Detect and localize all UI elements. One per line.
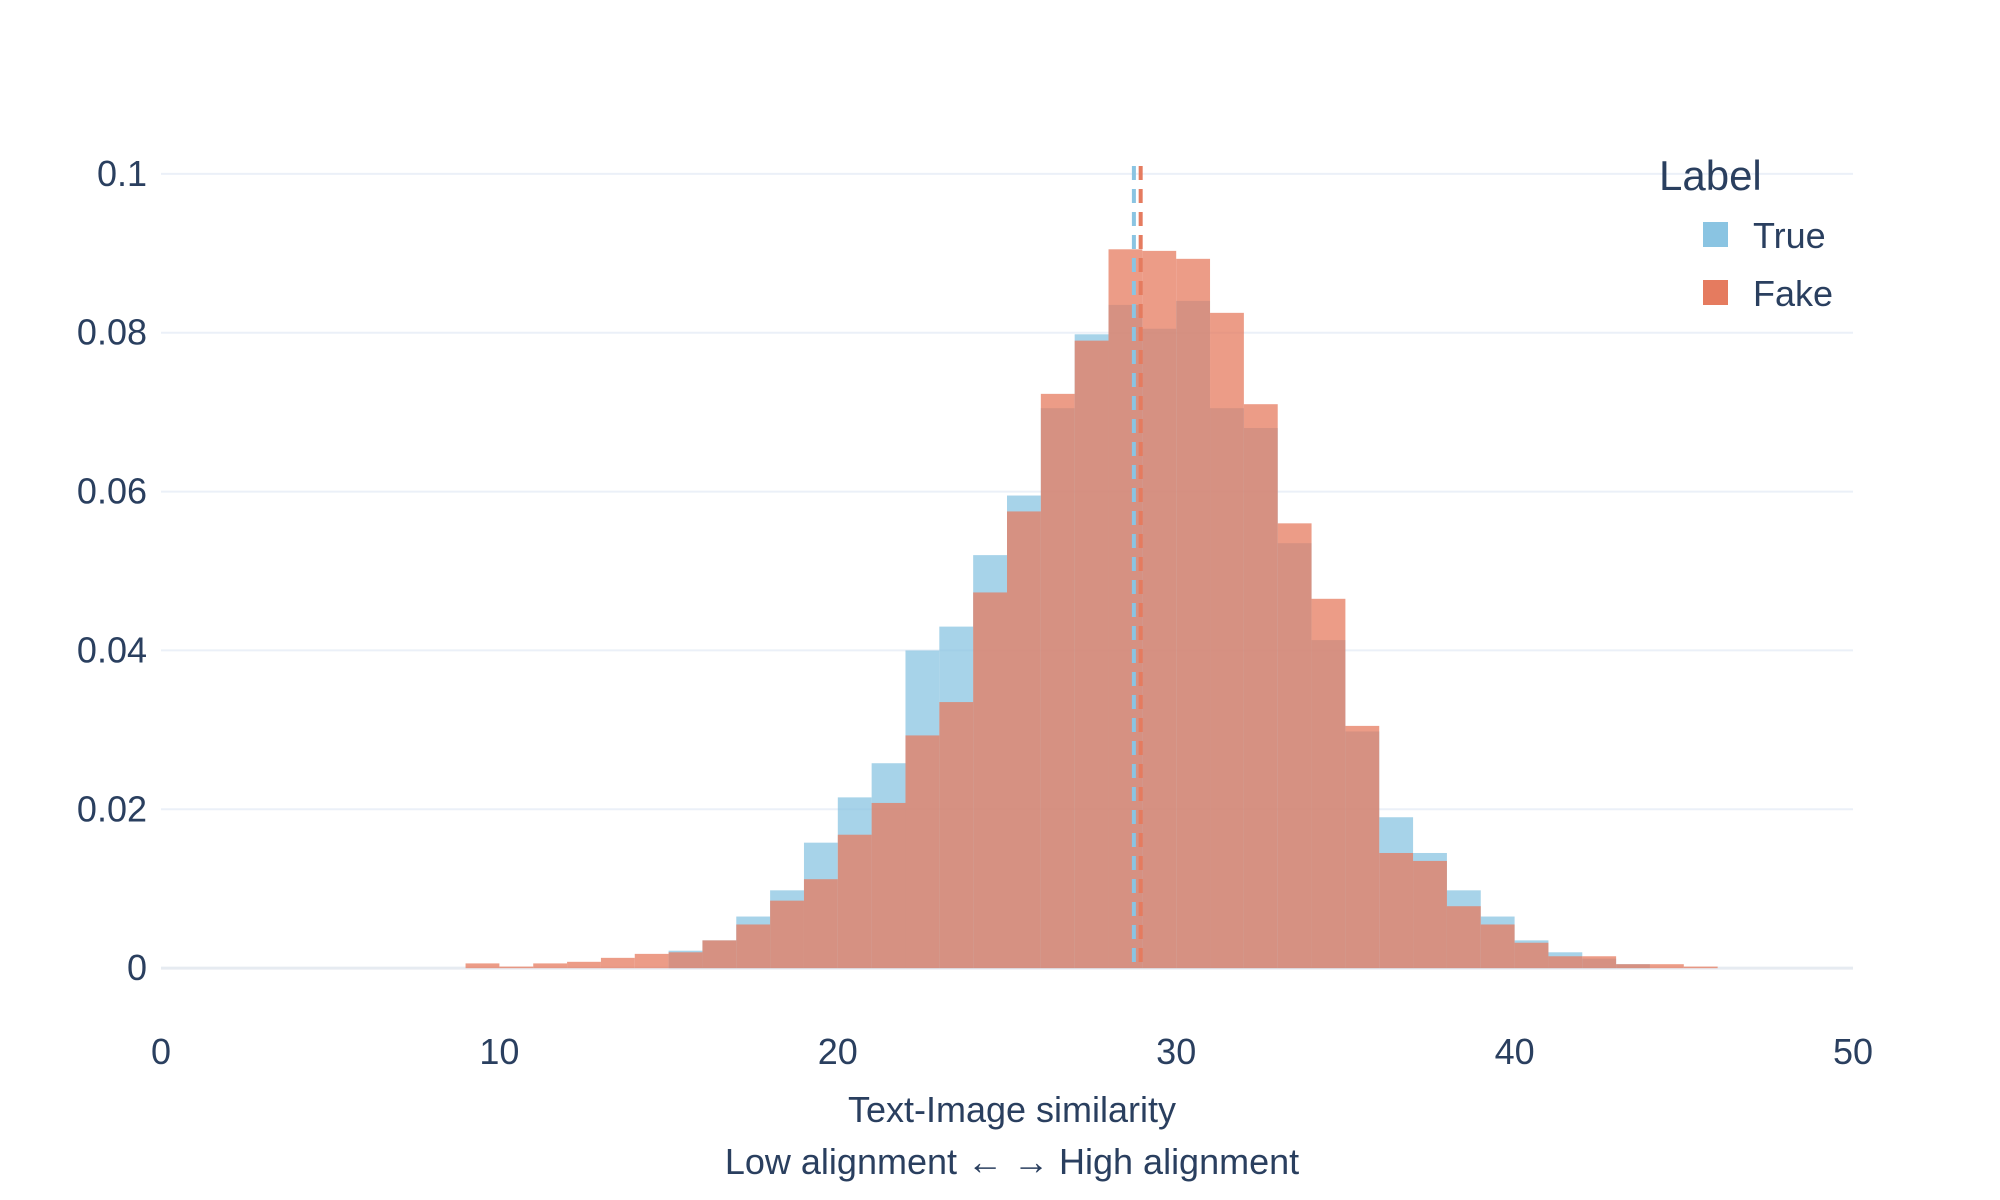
legend: Label True Fake: [1659, 152, 1833, 314]
y-tick-label: 0.1: [97, 153, 147, 194]
axis-layer: 0 0.02 0.04 0.06 0.08 0.1 0 10 20 30 40 50: [77, 153, 1873, 1072]
histogram-bar-fake: [736, 924, 771, 969]
histogram-bar-fake: [1683, 966, 1718, 969]
histogram-bar-fake: [1413, 860, 1447, 969]
x-tick-label: 20: [818, 1031, 858, 1072]
series-fake: [465, 249, 1718, 969]
histogram-bar-fake: [871, 802, 906, 969]
legend-swatch-fake[interactable]: [1703, 280, 1728, 305]
histogram-bar-fake: [465, 963, 500, 969]
histogram-bar-fake: [1176, 258, 1211, 969]
x-axis-subtitle: Low alignment ← → High alignment: [725, 1141, 1299, 1182]
y-tick-label: 0: [127, 947, 147, 988]
x-tick-label: 30: [1156, 1031, 1196, 1072]
histogram-bar-fake: [1040, 393, 1075, 969]
histogram-bar-fake: [1142, 250, 1177, 969]
mean-lines-layer: [1131, 166, 1143, 969]
x-tick-label: 0: [151, 1031, 171, 1072]
legend-items: True Fake: [1703, 215, 1833, 314]
y-tick-label: 0.04: [77, 629, 147, 670]
histogram-bar-fake: [1616, 964, 1650, 969]
y-tick-label: 0.02: [77, 788, 147, 829]
y-tick-label: 0.08: [77, 312, 147, 353]
histogram-bar-fake: [770, 900, 804, 969]
histogram-bar-fake: [1446, 906, 1481, 969]
y-tick-label: 0.06: [77, 471, 147, 512]
histogram-bar-fake: [668, 952, 703, 969]
x-tick-label: 40: [1495, 1031, 1535, 1072]
x-axis-title: Text-Image similarity: [848, 1089, 1176, 1130]
legend-swatch-true[interactable]: [1703, 222, 1728, 247]
histogram-bar-fake: [567, 961, 601, 969]
histogram-bar-fake: [1379, 852, 1414, 969]
histogram-bar-fake: [1480, 924, 1515, 969]
x-tick-label: 10: [479, 1031, 519, 1072]
histogram-bar-fake: [634, 953, 669, 969]
histogram-bar-fake: [1311, 598, 1346, 969]
histogram-bar-fake: [600, 957, 635, 969]
histogram-bar-fake: [533, 963, 568, 969]
histogram-bar-fake: [1074, 340, 1109, 969]
legend-label-true[interactable]: True: [1753, 215, 1826, 256]
histogram-bar-fake: [499, 966, 534, 969]
histogram-bar-fake: [837, 834, 872, 969]
histogram-bar-fake: [1243, 404, 1278, 969]
histogram-bar-fake: [1210, 312, 1244, 969]
histogram-bar-fake: [1582, 956, 1617, 969]
histogram-bar-fake: [1514, 942, 1549, 969]
histogram-bar-fake: [1277, 523, 1312, 969]
legend-label-fake[interactable]: Fake: [1753, 273, 1833, 314]
histogram-bar-fake: [1649, 964, 1684, 969]
histogram-bar-fake: [1007, 511, 1041, 969]
x-tick-label: 50: [1833, 1031, 1873, 1072]
histogram-bar-fake: [973, 592, 1007, 969]
histogram-bar-fake: [803, 879, 838, 969]
legend-title: Label: [1659, 152, 1762, 199]
histogram-bar-fake: [702, 940, 737, 969]
histogram-bar-fake: [1108, 249, 1143, 969]
histogram-bar-fake: [1548, 956, 1583, 969]
histogram-bar-fake: [939, 702, 974, 969]
histogram-bar-fake: [1345, 725, 1380, 969]
bars-layer: [465, 249, 1718, 969]
histogram-bar-fake: [905, 735, 940, 969]
